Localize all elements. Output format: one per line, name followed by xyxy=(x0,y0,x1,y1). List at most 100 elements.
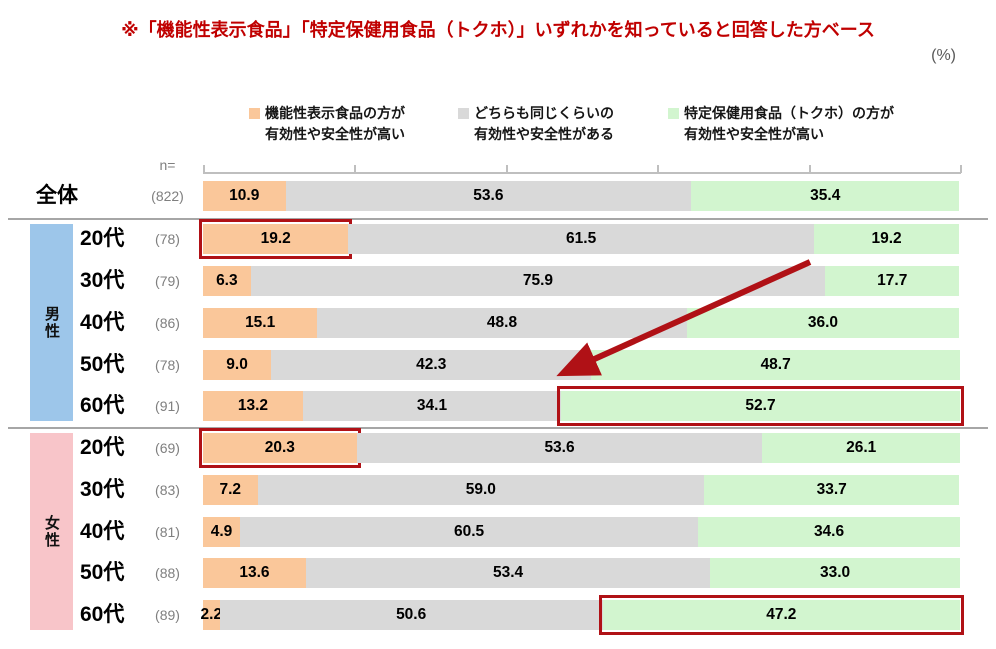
stacked-bar: 19.2 61.5 19.2 xyxy=(199,219,961,259)
legend-swatch-orange xyxy=(249,108,260,119)
row-n-count: (81) xyxy=(155,524,180,540)
bar-segment-tokuho: 33.7 xyxy=(704,475,960,505)
segment-value-label: 33.7 xyxy=(816,481,847,498)
bar-segment-tokuho: 48.7 xyxy=(591,350,960,380)
row-n-count: (78) xyxy=(155,357,180,373)
bar-segment-funcfood: 2.2 xyxy=(201,600,222,630)
stacked-bar: 13.2 34.1 52.7 xyxy=(203,386,964,426)
legend-label: 特定保健用食品（トクホ）の方が 有効性や安全性が高い xyxy=(684,105,894,142)
row-n-count: (69) xyxy=(155,440,180,456)
group-band-label: 女性 xyxy=(43,514,60,549)
row-n-count: (83) xyxy=(155,482,180,498)
legend: 機能性表示食品の方が 有効性や安全性が高い どちらも同じくらいの 有効性や安全性… xyxy=(0,103,996,153)
unit-label: (%) xyxy=(931,47,956,64)
male-group-band: 男性 xyxy=(30,224,73,421)
segment-value-label: 36.0 xyxy=(807,314,839,331)
segment-value-label: 47.2 xyxy=(766,606,797,623)
row-label: 60代 xyxy=(80,394,125,417)
x-axis-line xyxy=(203,172,961,174)
bar-segment-funcfood: 9.0 xyxy=(203,350,272,380)
segment-value-label: 19.2 xyxy=(871,230,902,247)
x-axis-tick xyxy=(808,165,811,173)
row-n-count: (79) xyxy=(155,273,180,289)
segment-value-label: 7.2 xyxy=(219,481,242,498)
bar-segment-same: 53.6 xyxy=(285,181,692,211)
bar-segment-tokuho: 26.1 xyxy=(762,433,960,463)
segment-value-label: 13.6 xyxy=(239,564,270,581)
bar-segment-tokuho: 34.6 xyxy=(698,517,960,547)
row-label: 50代 xyxy=(80,353,125,376)
segment-value-label: 53.6 xyxy=(473,187,504,204)
segment-value-label: 34.1 xyxy=(416,397,448,414)
row-label: 60代 xyxy=(80,603,125,626)
x-axis-tick xyxy=(657,165,660,173)
stacked-bar: 4.9 60.5 34.6 xyxy=(203,517,961,547)
bar-segment-funcfood: 6.3 xyxy=(203,266,251,296)
bar-segment-same: 53.4 xyxy=(305,558,711,588)
x-axis-tick xyxy=(354,165,357,173)
row-n-count: (86) xyxy=(155,315,180,331)
bar-segment-same: 75.9 xyxy=(250,266,826,296)
segment-value-label: 20.3 xyxy=(264,439,295,456)
row-label: 20代 xyxy=(80,436,125,459)
legend-item-tokuho: 特定保健用食品（トクホ）の方が 有効性や安全性が高い xyxy=(668,103,894,145)
bar-segment-same: 60.5 xyxy=(240,517,699,547)
bar-segment-same: 53.6 xyxy=(356,433,763,463)
bar-segment-same: 61.5 xyxy=(348,224,814,254)
n-equals-header: n= xyxy=(159,157,176,173)
segment-value-label: 75.9 xyxy=(522,272,554,289)
bar-segment-funcfood: 20.3 xyxy=(199,428,361,468)
female-group-band: 女性 xyxy=(30,433,73,630)
chart-title: ※「機能性表示食品」「特定保健用食品（トクホ）」いずれかを知っていると回答した方… xyxy=(121,20,875,40)
bar-segment-same: 59.0 xyxy=(257,475,705,505)
segment-value-label: 13.2 xyxy=(237,397,269,414)
segment-value-label: 42.3 xyxy=(416,356,447,373)
row-label: 40代 xyxy=(80,311,125,334)
segment-value-label: 35.4 xyxy=(810,187,841,204)
row-n-count: (91) xyxy=(155,398,180,414)
row-label: 40代 xyxy=(80,520,125,543)
segment-value-label: 9.0 xyxy=(226,356,248,373)
bar-segment-same: 34.1 xyxy=(302,391,562,421)
x-axis-tick xyxy=(203,165,205,173)
bar-segment-tokuho: 36.0 xyxy=(686,308,960,338)
stacked-bar: 2.2 50.6 47.2 xyxy=(201,595,964,635)
legend-swatch-gray xyxy=(458,108,469,119)
bar-segment-funcfood: 4.9 xyxy=(203,517,241,547)
bar-segment-funcfood: 13.6 xyxy=(203,558,306,588)
x-axis-tick xyxy=(505,165,508,173)
segment-value-label: 33.0 xyxy=(819,564,851,581)
row-n-count: (88) xyxy=(155,565,180,581)
segment-value-label: 53.4 xyxy=(492,564,524,581)
segment-value-label: 50.6 xyxy=(396,606,427,623)
legend-item-same: どちらも同じくらいの 有効性や安全性がある xyxy=(458,103,614,145)
stacked-bar: 6.3 75.9 17.7 xyxy=(203,266,961,296)
segment-value-label: 52.7 xyxy=(745,397,776,414)
segment-value-label: 48.7 xyxy=(760,356,791,373)
row-label: 30代 xyxy=(80,478,125,501)
stacked-bar: 9.0 42.3 48.7 xyxy=(203,350,961,380)
row-label: 50代 xyxy=(80,561,125,584)
segment-value-label: 53.6 xyxy=(544,439,575,456)
segment-value-label: 15.1 xyxy=(245,314,276,331)
separator-total-male xyxy=(8,218,988,220)
bar-segment-funcfood: 15.1 xyxy=(203,308,318,338)
row-n-count: (822) xyxy=(151,188,184,204)
legend-swatch-green xyxy=(668,108,679,119)
bar-segment-tokuho: 35.4 xyxy=(691,181,960,211)
legend-item-funcfood: 機能性表示食品の方が 有効性や安全性が高い xyxy=(249,103,405,145)
legend-label: 機能性表示食品の方が 有効性や安全性が高い xyxy=(265,105,405,142)
stacked-bar: 10.9 53.6 35.4 xyxy=(203,181,961,211)
stacked-bar: 13.6 53.4 33.0 xyxy=(203,558,961,588)
segment-value-label: 48.8 xyxy=(486,314,518,331)
segment-value-label: 19.2 xyxy=(260,230,291,247)
segment-value-label: 60.5 xyxy=(453,523,485,540)
row-label: 20代 xyxy=(80,227,125,250)
segment-value-label: 26.1 xyxy=(846,439,877,456)
separator-male-female xyxy=(8,427,988,429)
row-label: 30代 xyxy=(80,269,125,292)
legend-label: どちらも同じくらいの 有効性や安全性がある xyxy=(474,105,614,142)
bar-segment-same: 48.8 xyxy=(317,308,687,338)
stacked-bar: 7.2 59.0 33.7 xyxy=(203,475,961,505)
segment-value-label: 6.3 xyxy=(216,272,238,289)
